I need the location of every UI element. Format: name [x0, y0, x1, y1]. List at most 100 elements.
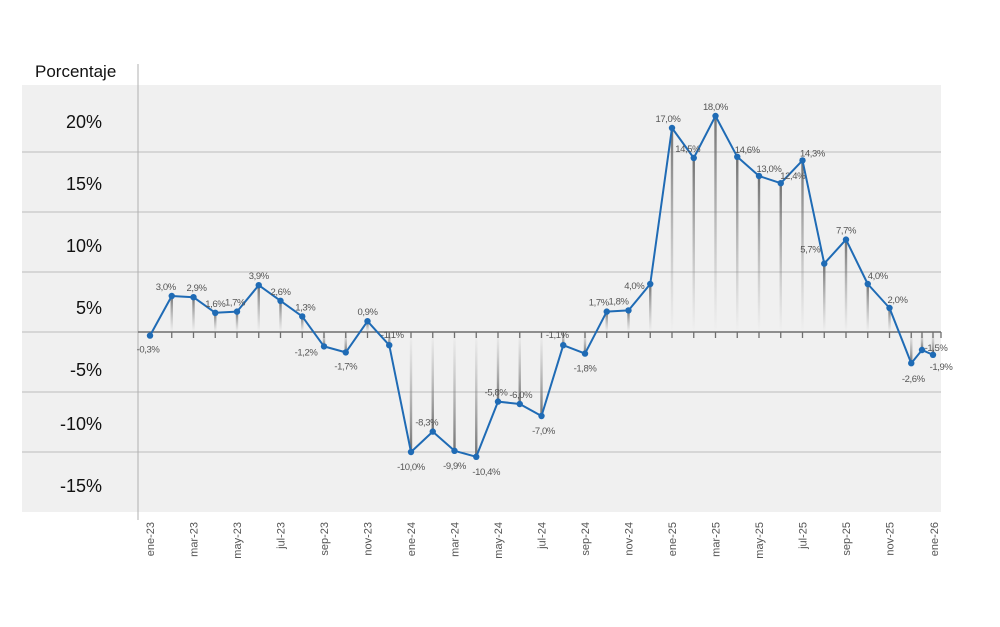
- data-point: [190, 294, 197, 301]
- drop-line: [518, 332, 521, 404]
- data-point: [581, 350, 589, 357]
- drop-line: [801, 160, 804, 332]
- data-point: [494, 398, 502, 405]
- y-tick-label: -10%: [60, 414, 102, 434]
- x-tick-label: jul-23: [276, 522, 288, 550]
- data-point: [821, 260, 828, 267]
- data-label: 17,0%: [656, 114, 682, 125]
- drop-line: [431, 332, 434, 432]
- data-label: 4,0%: [868, 271, 889, 282]
- drop-line: [540, 332, 543, 416]
- drop-line: [605, 311, 608, 332]
- plot-background: [138, 85, 941, 512]
- drop-line: [866, 284, 869, 332]
- data-point: [560, 342, 567, 349]
- y-axis-labels: 20% 15% 10% 5% -5% -10% -15%: [60, 112, 102, 496]
- data-point: [342, 349, 349, 356]
- x-tick-label: nov-25: [885, 522, 897, 556]
- data-label: 18,0%: [703, 102, 729, 113]
- x-tick-label: mar-25: [711, 522, 723, 557]
- x-tick-label: ene-25: [667, 522, 679, 556]
- x-tick-label: sep-23: [319, 522, 331, 556]
- drop-line: [920, 332, 924, 350]
- y-axis-title: Porcentaje: [35, 62, 116, 81]
- drop-line: [257, 285, 260, 332]
- x-tick-label: sep-25: [841, 522, 853, 556]
- data-point: [146, 332, 154, 339]
- data-label: 1,3%: [295, 302, 316, 313]
- data-label: -1,1%: [546, 330, 570, 341]
- data-label: 14,6%: [735, 145, 761, 156]
- data-label: -1,5%: [925, 343, 949, 354]
- data-label: 13,0%: [757, 164, 783, 175]
- data-point: [690, 154, 697, 162]
- data-label: -1,7%: [334, 361, 358, 372]
- x-axis-labels: ene-23 mar-23 may-23 jul-23 sep-23 nov-23 ene-…: [145, 522, 941, 559]
- data-point: [212, 309, 219, 316]
- drop-line: [388, 332, 391, 346]
- drop-line: [322, 332, 326, 347]
- x-tick-label: ene-26: [929, 522, 941, 556]
- drop-line: [453, 332, 456, 451]
- data-label: -10,4%: [472, 467, 501, 478]
- x-tick-label: mar-24: [450, 522, 462, 557]
- drop-line: [562, 332, 565, 346]
- data-point: [755, 172, 763, 180]
- y-tick-label: 10%: [66, 236, 102, 256]
- data-point: [386, 342, 393, 349]
- x-tick-label: nov-24: [624, 522, 636, 556]
- data-label: -6,0%: [509, 390, 533, 401]
- data-point: [668, 124, 676, 132]
- data-label: 4,0%: [624, 281, 645, 292]
- x-tick-label: may-25: [754, 522, 766, 559]
- data-point: [473, 453, 480, 460]
- y-tick-label: -15%: [60, 476, 102, 496]
- data-point: [777, 180, 784, 187]
- data-point: [538, 412, 545, 420]
- drop-line: [496, 332, 500, 402]
- data-label: 1,6%: [205, 299, 226, 310]
- drop-line: [757, 176, 761, 332]
- data-label: 7,7%: [836, 226, 857, 237]
- data-point: [734, 153, 741, 160]
- data-label: 14,3%: [800, 148, 826, 159]
- drop-line: [736, 156, 739, 332]
- drop-lines: [170, 116, 935, 457]
- data-label: -1,9%: [930, 362, 954, 373]
- data-label: 3,0%: [156, 282, 177, 293]
- data-label: -1,8%: [574, 364, 598, 375]
- data-point: [299, 313, 306, 320]
- data-point: [364, 318, 371, 325]
- y-tick-label: 5%: [76, 298, 102, 318]
- data-point: [799, 157, 806, 164]
- data-label: -9,9%: [443, 461, 467, 472]
- drop-line: [214, 312, 217, 332]
- data-label: -10,0%: [397, 462, 426, 473]
- data-point: [603, 308, 610, 315]
- y-tick-label: 20%: [66, 112, 102, 132]
- data-point: [908, 360, 915, 367]
- data-point: [429, 428, 436, 435]
- data-label: -5,8%: [485, 388, 509, 399]
- data-point: [864, 280, 871, 288]
- data-label: -2,6%: [902, 374, 926, 385]
- data-label: 3,9%: [249, 271, 270, 282]
- data-point: [407, 448, 415, 456]
- x-tick-label: sep-24: [580, 522, 592, 556]
- data-point: [918, 346, 926, 354]
- drop-line: [670, 128, 674, 332]
- drop-line: [779, 183, 782, 332]
- data-point: [451, 447, 458, 454]
- x-tick-label: nov-23: [363, 522, 375, 556]
- data-point: [842, 236, 850, 243]
- data-point: [233, 308, 241, 315]
- data-label: 14,5%: [675, 144, 701, 155]
- x-tick-label: ene-23: [145, 522, 157, 556]
- data-label: 0,9%: [357, 307, 378, 318]
- drop-line: [475, 332, 478, 457]
- drop-line: [192, 297, 195, 332]
- x-tick-label: jul-25: [798, 522, 810, 550]
- drop-line: [931, 332, 935, 355]
- data-label: 1,7%: [589, 298, 610, 309]
